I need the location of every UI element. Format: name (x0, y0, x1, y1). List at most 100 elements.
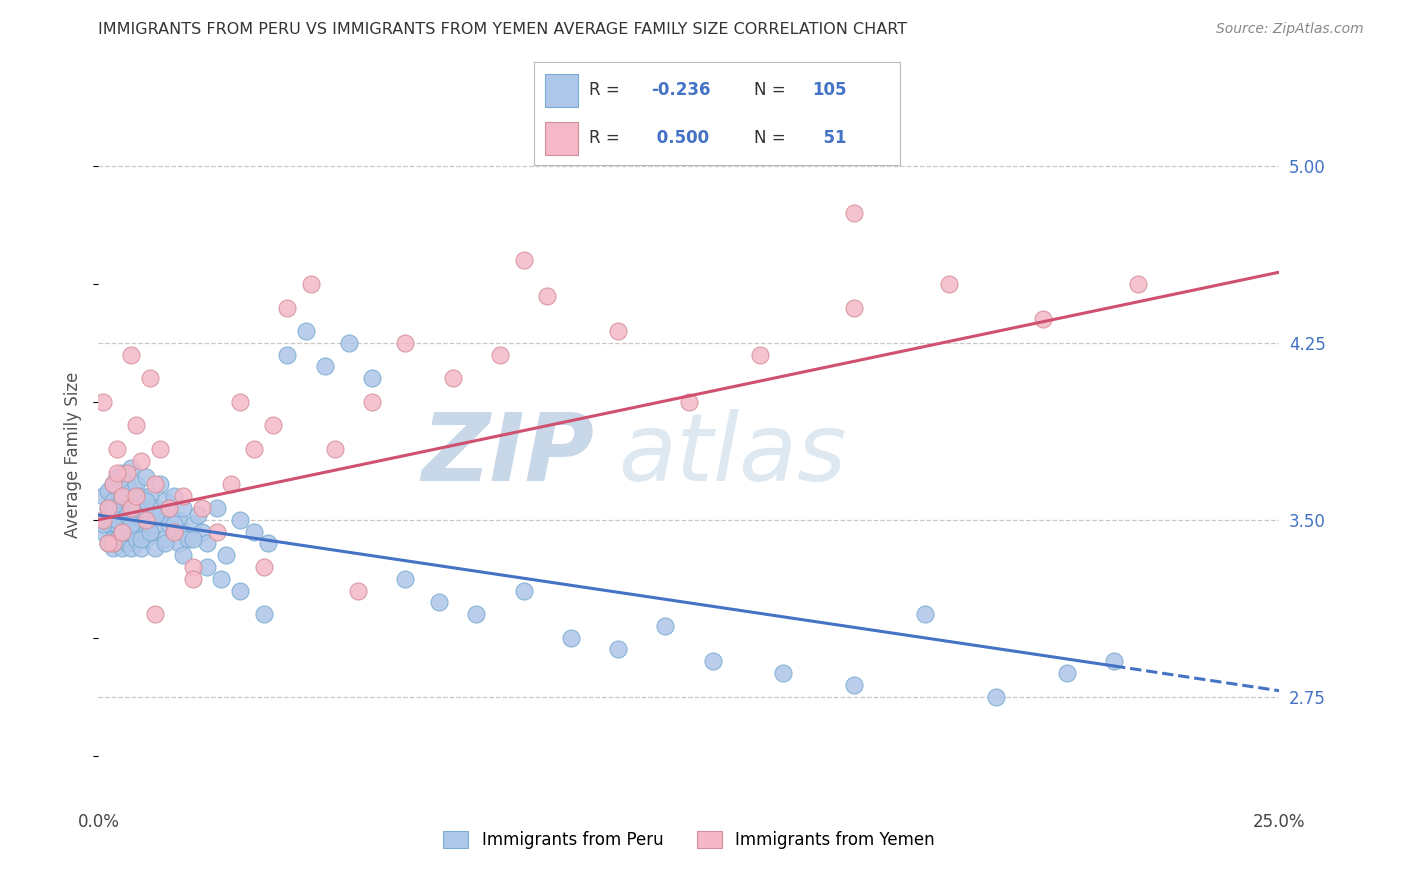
Point (489, 348, 512, 362)
Point (115, 517, 138, 532)
Point (101, 541, 124, 555)
Point (229, 583, 252, 598)
Y-axis label: Average Family Size: Average Family Size (65, 372, 83, 538)
Point (337, 335, 360, 350)
Point (129, 541, 152, 555)
Point (105, 532, 128, 546)
Point (111, 524, 134, 539)
Point (91, 513, 114, 527)
Point (153, 536, 176, 550)
Point (181, 517, 204, 532)
Point (654, 619, 676, 633)
Text: ZIP: ZIP (422, 409, 595, 501)
Point (167, 513, 190, 527)
Point (135, 494, 157, 508)
Point (121, 513, 143, 527)
Point (536, 289, 558, 303)
Point (101, 477, 124, 491)
Text: N =: N = (754, 81, 785, 99)
Point (243, 524, 266, 539)
Point (101, 494, 124, 508)
Point (914, 607, 936, 621)
Point (1102, 654, 1125, 668)
Point (105, 517, 128, 532)
Point (361, 395, 384, 409)
Point (139, 524, 162, 539)
Point (135, 517, 157, 532)
Point (195, 560, 218, 574)
Point (205, 524, 228, 539)
Point (111, 508, 134, 522)
Point (1056, 666, 1078, 681)
Point (101, 532, 124, 546)
Point (139, 524, 162, 539)
Point (101, 500, 124, 515)
Point (1126, 277, 1149, 291)
Point (748, 348, 770, 362)
Point (253, 560, 276, 574)
Point (143, 500, 166, 515)
Point (111, 466, 134, 480)
Point (195, 536, 218, 550)
Point (121, 517, 143, 532)
Point (772, 666, 794, 681)
Point (157, 500, 180, 515)
Point (172, 500, 194, 515)
Point (121, 348, 143, 362)
Point (938, 277, 960, 291)
Point (262, 418, 284, 433)
Point (91, 489, 114, 503)
Point (984, 690, 1007, 704)
Point (177, 532, 200, 546)
Point (111, 524, 134, 539)
Point (111, 524, 134, 539)
Point (257, 536, 280, 550)
Text: Source: ZipAtlas.com: Source: ZipAtlas.com (1216, 22, 1364, 37)
Text: R =: R = (589, 129, 620, 147)
Point (1032, 312, 1054, 326)
Point (844, 206, 866, 220)
Point (115, 536, 138, 550)
Point (361, 371, 384, 385)
Point (91, 524, 114, 539)
Point (121, 541, 143, 555)
Point (253, 607, 276, 621)
Point (153, 532, 176, 546)
Point (219, 477, 242, 491)
Point (125, 500, 148, 515)
Point (129, 489, 152, 503)
Point (121, 500, 143, 515)
Point (125, 524, 148, 539)
Point (105, 442, 128, 456)
Point (181, 560, 204, 574)
Point (121, 484, 143, 499)
Point (101, 508, 124, 522)
Point (295, 324, 318, 338)
Point (143, 541, 166, 555)
Point (121, 461, 143, 475)
Point (139, 371, 162, 385)
Point (143, 517, 166, 532)
Point (129, 454, 152, 468)
Point (125, 532, 148, 546)
Point (143, 508, 166, 522)
Point (187, 508, 209, 522)
Point (347, 583, 370, 598)
Point (229, 513, 252, 527)
Point (91, 513, 114, 527)
Point (153, 494, 176, 508)
Point (191, 524, 214, 539)
Point (191, 500, 214, 515)
Point (139, 489, 162, 503)
Point (129, 513, 152, 527)
Point (97, 517, 120, 532)
Point (512, 253, 534, 268)
Point (149, 477, 172, 491)
Point (115, 477, 138, 491)
Point (105, 513, 128, 527)
Point (163, 489, 186, 503)
Point (149, 508, 172, 522)
Point (129, 532, 152, 546)
Point (181, 532, 204, 546)
Point (215, 548, 238, 562)
